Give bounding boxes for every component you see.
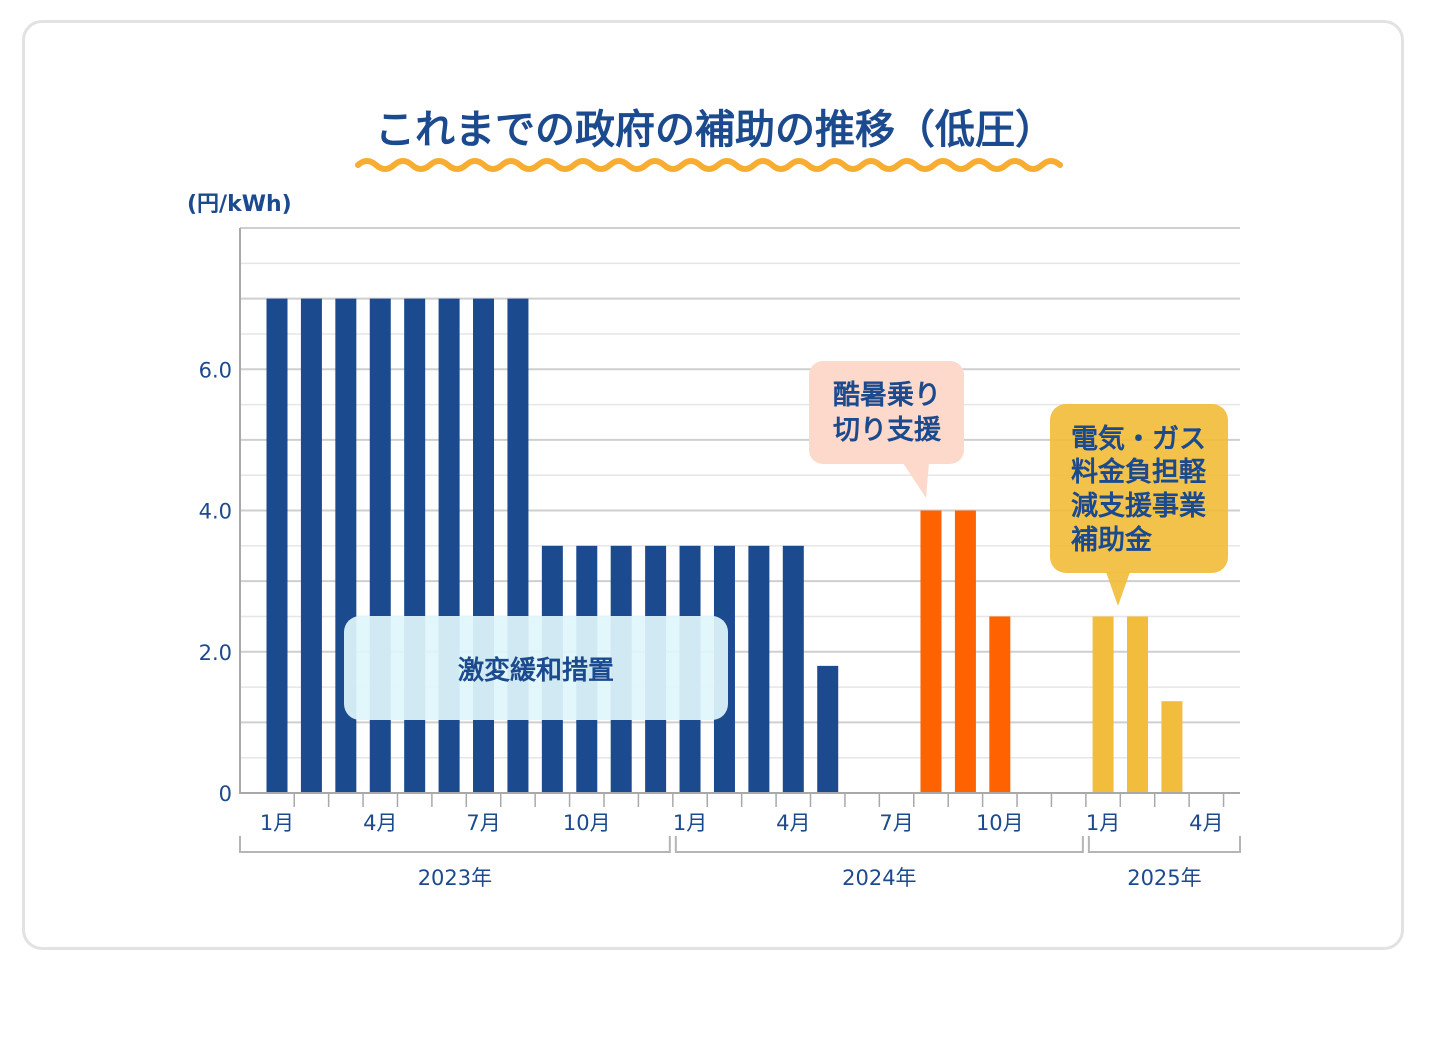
bar-1-2	[300, 298, 322, 793]
x-tick-label: 1月	[673, 811, 707, 835]
title-wavy-underline	[355, 158, 1063, 172]
annotation-kosho-line-2: 切り支援	[833, 415, 942, 446]
annotation-denki-line-2: 料金負担軽	[1071, 456, 1207, 488]
year-bracket	[239, 836, 671, 853]
year-brackets: 2023年 2024年 2025年	[239, 836, 1241, 890]
chart-title: これまでの政府の補助の推移（低圧）	[375, 107, 1055, 153]
x-tick-label: 7月	[466, 811, 500, 835]
year-label: 2024年	[842, 866, 916, 890]
bar-1-17	[817, 665, 839, 793]
annotation-denki-line-4: 補助金	[1070, 524, 1153, 556]
bar-3-26	[1127, 616, 1148, 793]
bar-1-15	[748, 545, 770, 793]
bar-1-3	[335, 298, 357, 793]
bar-2-21	[954, 510, 976, 793]
x-tick-label: 1月	[1086, 811, 1120, 835]
bar-1-16	[782, 545, 804, 793]
annotation-kosho: 酷暑乗り 切り支援	[809, 361, 964, 498]
annotation-gekihen: 激変緩和措置	[344, 616, 728, 720]
x-ticks: 1月 4月 7月 10月 1月 4月 7月 10月 1月 4月	[260, 793, 1225, 835]
y-tick-label: 0	[219, 782, 232, 806]
bar-2-22	[989, 616, 1011, 793]
y-axis-unit-label: (円/kWh)	[187, 192, 292, 217]
x-tick-label: 10月	[976, 811, 1024, 835]
year-label: 2025年	[1127, 866, 1201, 890]
x-tick-label: 7月	[879, 811, 913, 835]
annotation-kosho-line-1: 酷暑乗り	[833, 380, 941, 411]
bar-3-25	[1092, 616, 1114, 793]
x-tick-label: 10月	[563, 811, 611, 835]
x-tick-label: 1月	[260, 811, 294, 835]
x-tick-label: 4月	[363, 811, 397, 835]
x-tick-label: 4月	[1189, 811, 1223, 835]
bar-1-1	[266, 298, 288, 793]
y-tick-label: 6.0	[199, 358, 232, 382]
annotation-denki: 電気・ガス 料金負担軽 減支援事業 補助金	[1050, 404, 1228, 606]
axes	[239, 228, 1240, 794]
year-label: 2023年	[418, 866, 492, 890]
bar-2-20	[920, 510, 942, 793]
annotation-denki-line-3: 減支援事業	[1071, 491, 1206, 522]
annotation-gekihen-text: 激変緩和措置	[458, 655, 614, 686]
year-bracket	[674, 836, 1084, 853]
bar-3-27	[1161, 701, 1183, 793]
y-tick-label: 4.0	[199, 500, 232, 524]
annotation-denki-line-1: 電気・ガス	[1071, 423, 1206, 455]
y-tick-label: 2.0	[199, 641, 232, 665]
x-tick-label: 4月	[776, 811, 810, 835]
y-ticks: 0 2.0 4.0 6.0	[199, 358, 232, 806]
year-bracket	[1087, 836, 1241, 853]
